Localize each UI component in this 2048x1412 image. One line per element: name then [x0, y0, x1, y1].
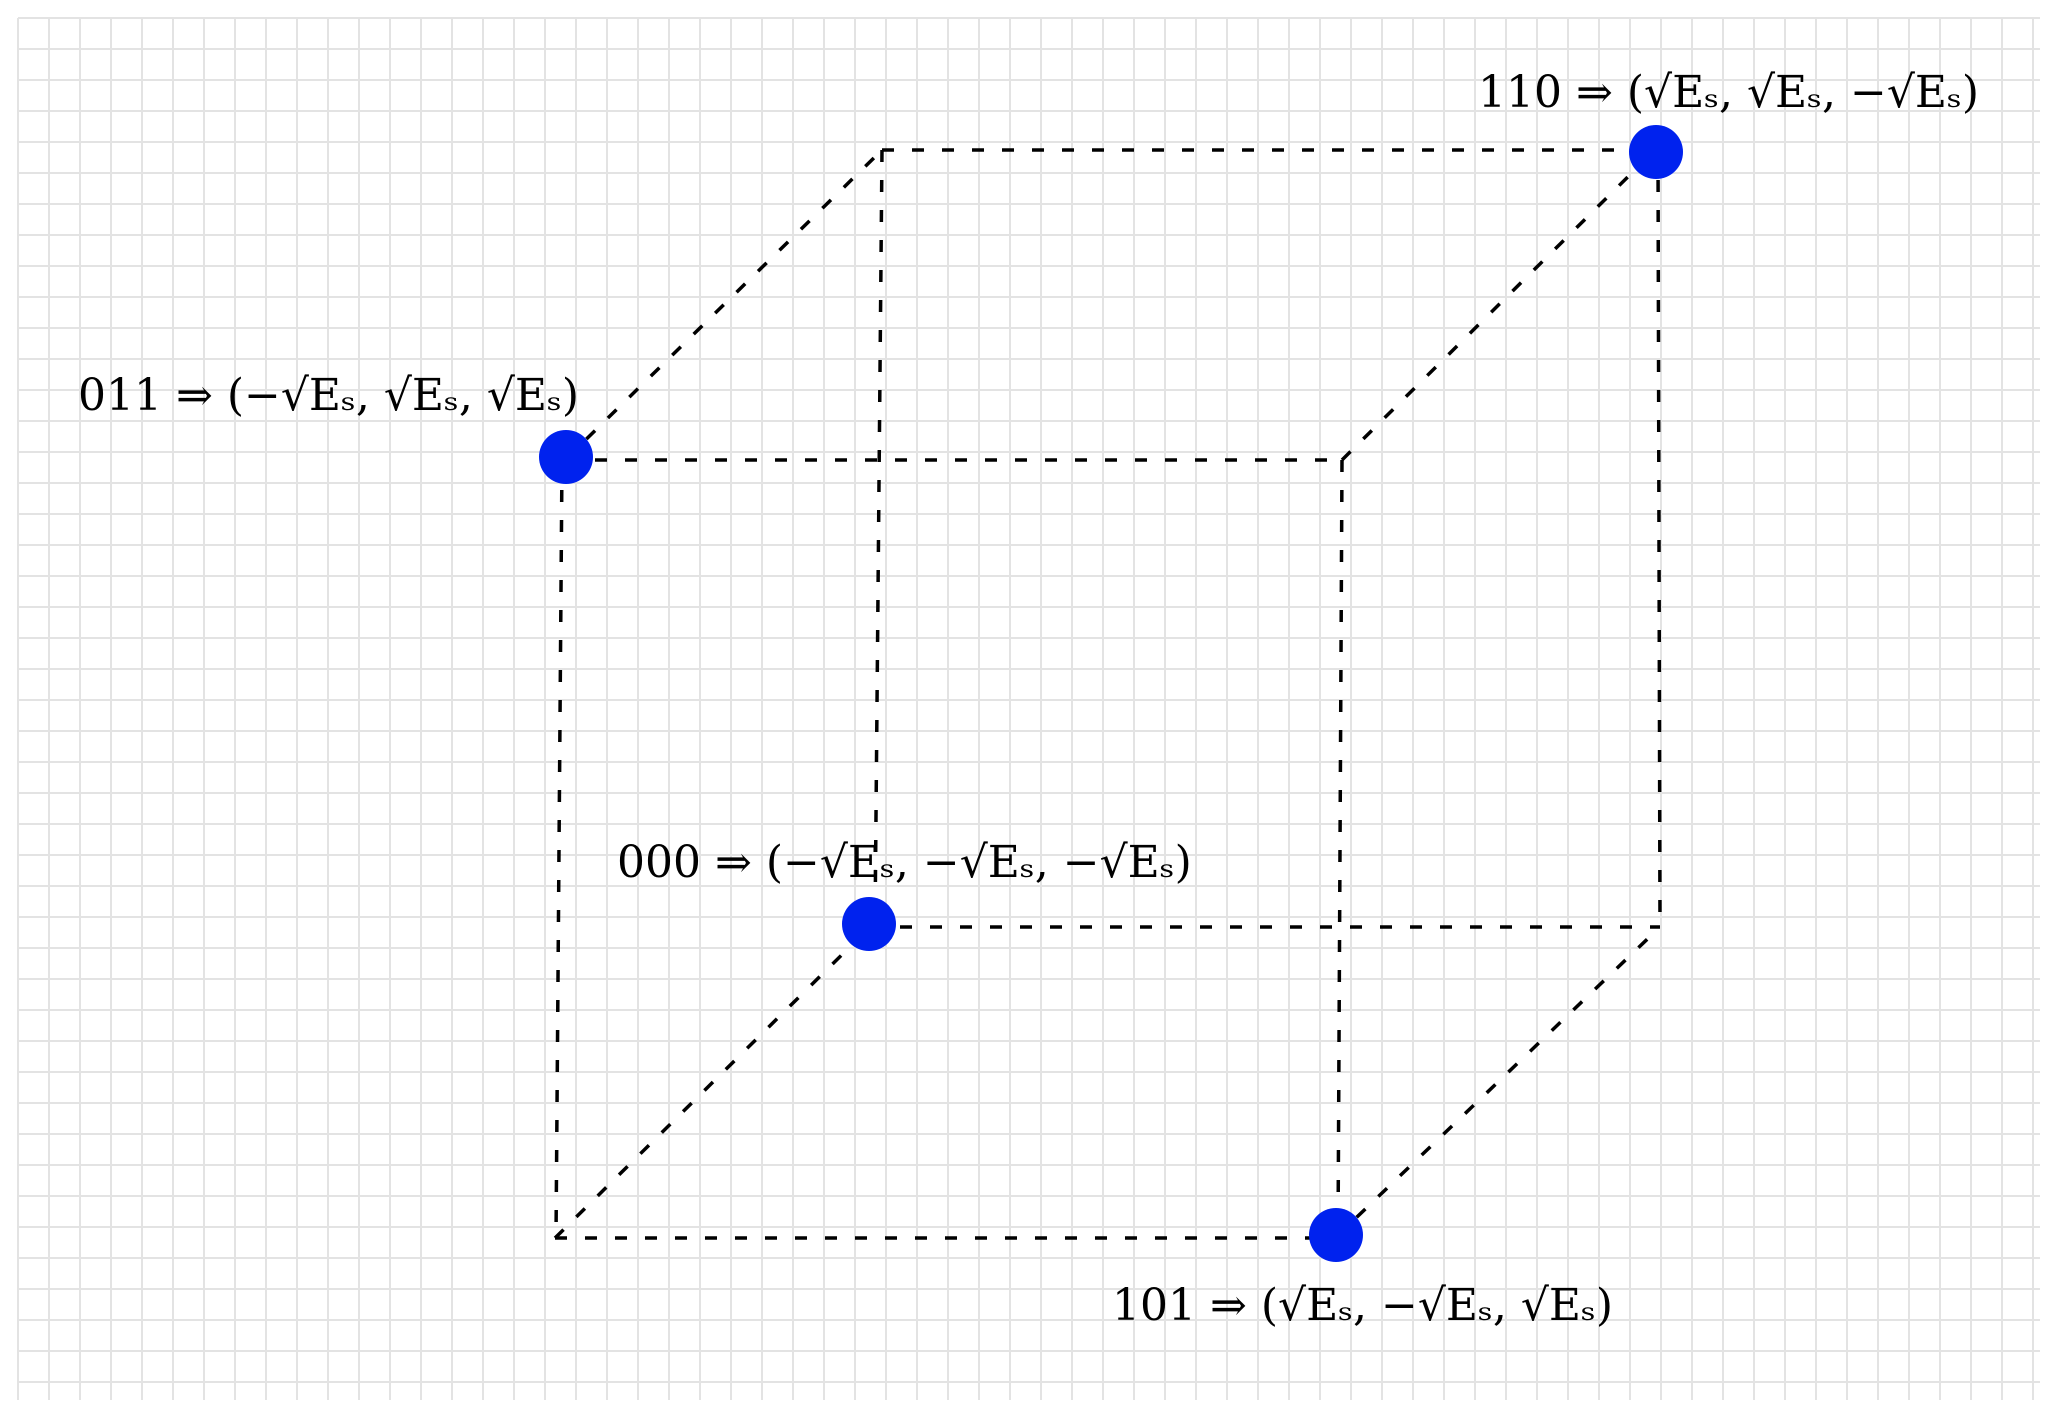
edge-front-left	[554, 459, 564, 1239]
label-000-bits: 000	[617, 837, 701, 888]
label-000-arrow: ⇒	[715, 837, 752, 888]
label-011-c2: √Eₛ	[384, 370, 459, 421]
edge-diag-bottom-right	[1333, 925, 1662, 1240]
label-110-bits: 110	[1478, 67, 1562, 118]
label-000: 000 ⇒ (−√Eₛ, −√Eₛ, −√Eₛ)	[617, 837, 1192, 888]
edge-back-right	[1656, 149, 1662, 928]
point-110[interactable]	[1629, 125, 1683, 179]
label-011-bits: 011	[78, 370, 162, 421]
label-011-arrow: ⇒	[176, 370, 213, 421]
label-101-c2: −√Eₛ	[1381, 1280, 1493, 1331]
edge-diag-bottom-left	[553, 925, 872, 1240]
constellation-points	[539, 125, 1683, 1262]
label-110-c3: −√Eₛ	[1850, 67, 1962, 118]
label-101-arrow: ⇒	[1210, 1280, 1247, 1331]
edge-diag-top-right	[1340, 148, 1657, 462]
point-101[interactable]	[1309, 1208, 1363, 1262]
label-110-c2: √Eₛ	[1747, 67, 1822, 118]
label-110-c1: √Eₛ	[1644, 67, 1719, 118]
cube-edges	[553, 148, 1662, 1240]
background-grid	[17, 17, 2040, 1400]
label-110-arrow: ⇒	[1576, 67, 1613, 118]
label-101-c1: √Eₛ	[1278, 1280, 1353, 1331]
edge-back-left	[873, 149, 884, 928]
label-101-bits: 101	[1112, 1280, 1196, 1331]
label-101-c3: √Eₛ	[1521, 1280, 1596, 1331]
label-011-c3: √Eₛ	[487, 370, 562, 421]
edge-diag-top-left	[563, 148, 884, 462]
label-011: 011 ⇒ (−√Eₛ, √Eₛ, √Eₛ)	[78, 370, 579, 421]
label-000-c2: −√Eₛ	[923, 837, 1035, 888]
edge-front-right	[1336, 459, 1344, 1239]
label-000-c1: −√Eₛ	[783, 837, 895, 888]
point-000[interactable]	[842, 897, 896, 951]
label-011-c1: −√Eₛ	[244, 370, 356, 421]
label-000-c3: −√Eₛ	[1063, 837, 1175, 888]
label-110: 110 ⇒ (√Eₛ, √Eₛ, −√Eₛ)	[1478, 67, 1979, 118]
label-101: 101 ⇒ (√Eₛ, −√Eₛ, √Eₛ)	[1112, 1280, 1613, 1331]
point-labels: 110 ⇒ (√Eₛ, √Eₛ, −√Eₛ) 011 ⇒ (−√Eₛ, √Eₛ,…	[78, 67, 1979, 1331]
point-011[interactable]	[539, 430, 593, 484]
